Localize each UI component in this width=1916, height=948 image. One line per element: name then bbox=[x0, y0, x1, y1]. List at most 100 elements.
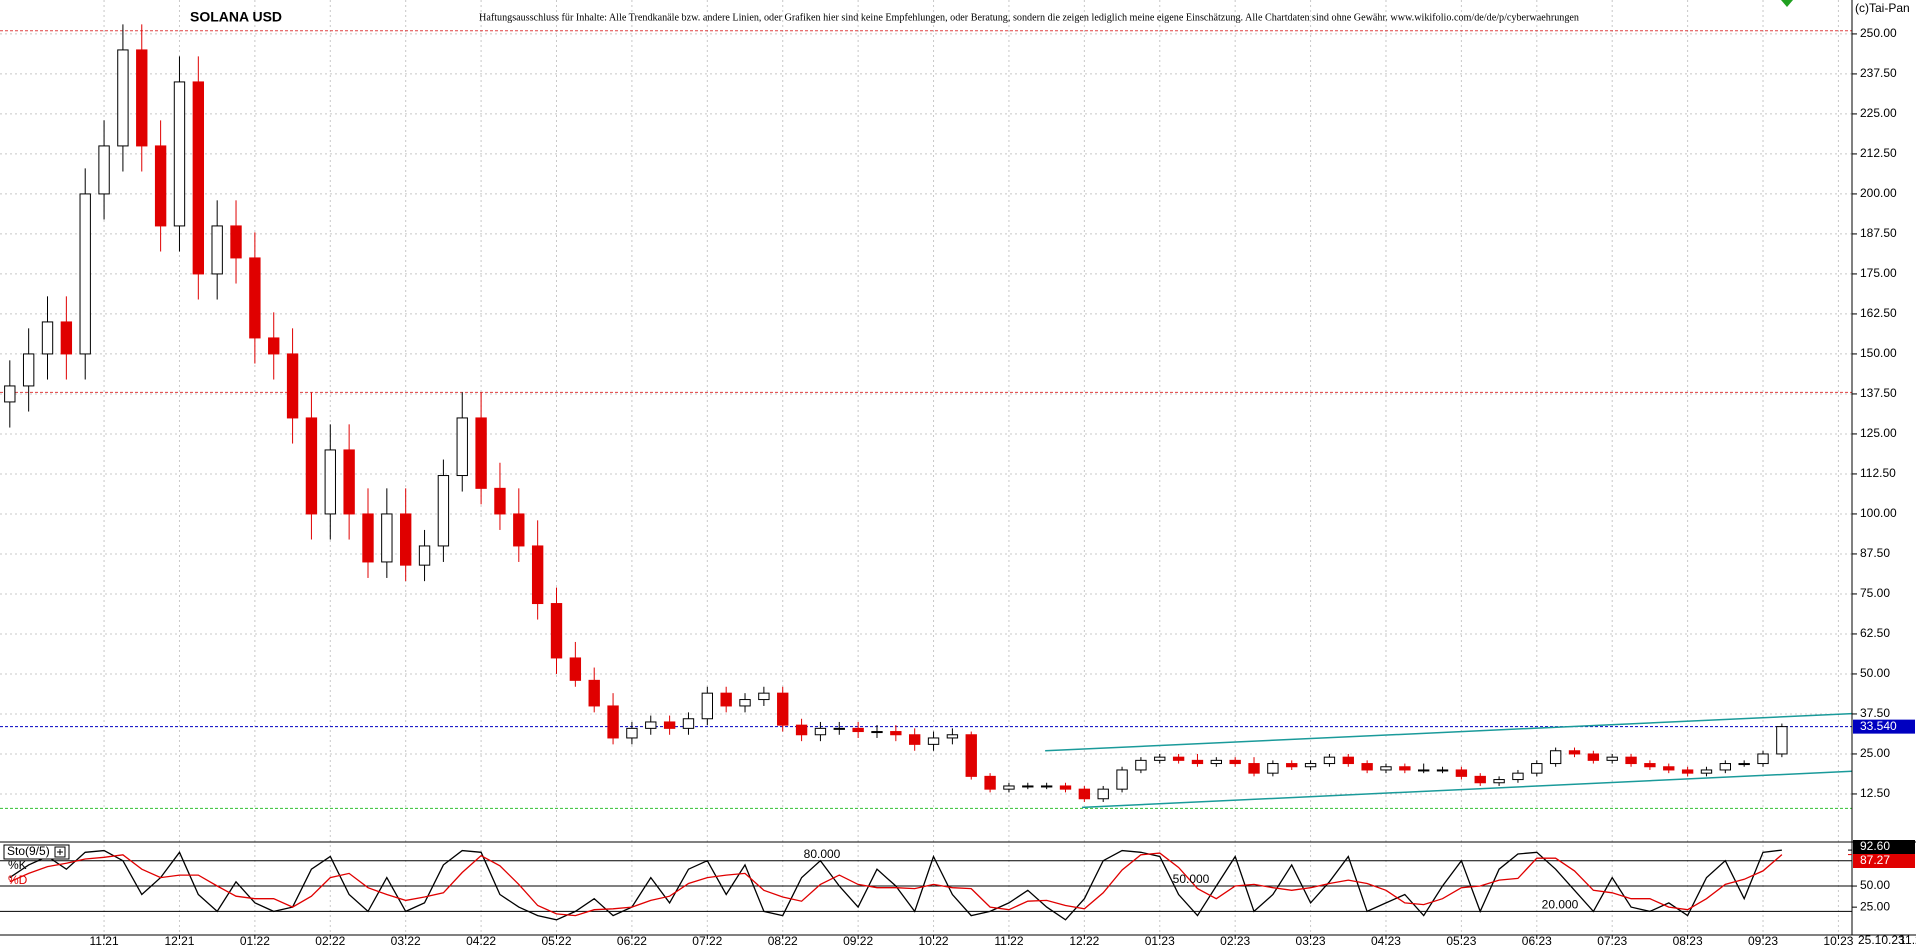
x-tick-label: 02.22 bbox=[315, 934, 345, 948]
candle-body bbox=[1719, 763, 1732, 771]
disclaimer: Haftungsausschluss für Inhalte: Alle Tre… bbox=[479, 12, 1579, 23]
candle-body bbox=[946, 734, 959, 739]
legend-entry: %D bbox=[8, 873, 28, 887]
date-label: 25.10.23 bbox=[1858, 933, 1905, 947]
candle-body bbox=[663, 721, 676, 729]
candle-body bbox=[1191, 759, 1204, 765]
x-tick-label: 06.23 bbox=[1522, 934, 1552, 948]
candle-body bbox=[682, 718, 695, 729]
y-tick-label: 50.00 bbox=[1860, 666, 1890, 680]
last-value-box bbox=[1853, 840, 1915, 854]
candle-body bbox=[777, 692, 789, 726]
y-tick-label: 162.50 bbox=[1860, 306, 1897, 320]
candle-body bbox=[136, 49, 148, 147]
x-tick-label: 11.22 bbox=[994, 934, 1023, 948]
indicator-box bbox=[3, 844, 70, 860]
y-tick-label: 50.00 bbox=[1860, 878, 1890, 892]
candle-body bbox=[418, 545, 431, 566]
candle-body bbox=[965, 734, 977, 777]
candle-body bbox=[1229, 759, 1241, 765]
candle-body bbox=[1097, 788, 1109, 800]
level-label: 80.000 bbox=[804, 847, 841, 861]
candle-body bbox=[909, 734, 921, 745]
candle-body bbox=[1040, 785, 1053, 788]
candle-body bbox=[1248, 763, 1260, 774]
candle-body bbox=[1286, 763, 1298, 768]
candle-body bbox=[852, 727, 864, 733]
y-tick-label: 137.50 bbox=[1860, 386, 1897, 400]
candle-body bbox=[1399, 766, 1411, 771]
expand-icon-plus bbox=[57, 849, 63, 855]
candle-body bbox=[400, 513, 412, 566]
trend-line bbox=[1082, 770, 1853, 809]
candle-body bbox=[437, 475, 450, 547]
level-label: 20.000 bbox=[1542, 898, 1579, 912]
x-tick-label: 01.23 bbox=[1145, 934, 1175, 948]
x-tick-label: 05.22 bbox=[541, 934, 571, 948]
candle-body bbox=[550, 603, 563, 659]
candle-body bbox=[1380, 766, 1392, 771]
candle-body bbox=[154, 145, 167, 227]
candle-body bbox=[569, 657, 582, 681]
trend-line bbox=[1045, 712, 1853, 752]
last-price-box bbox=[1853, 719, 1915, 734]
candle-body bbox=[475, 417, 487, 489]
last-value-label: 92.60 bbox=[1860, 839, 1890, 853]
candle-body bbox=[1531, 763, 1543, 774]
candle-body bbox=[1022, 785, 1034, 788]
indicator-line bbox=[9, 849, 1782, 921]
candle-body bbox=[286, 353, 299, 419]
x-tick-label: 03.22 bbox=[391, 934, 421, 948]
candle-body bbox=[1135, 759, 1147, 771]
y-tick-label: 212.50 bbox=[1860, 146, 1897, 160]
marker-triangle bbox=[1781, 0, 1793, 7]
candle-body bbox=[192, 81, 205, 275]
candle-body bbox=[1606, 756, 1618, 761]
x-tick-label: 09.22 bbox=[843, 934, 873, 948]
candle-body bbox=[1210, 759, 1223, 765]
candle-body bbox=[343, 449, 355, 515]
marks bbox=[0, 24, 1853, 921]
x-tick-label: 11.21 bbox=[89, 934, 118, 948]
y-tick-label: 200.00 bbox=[1860, 186, 1897, 200]
candle-body bbox=[1587, 753, 1600, 761]
candle-body bbox=[739, 699, 751, 707]
candle-body bbox=[230, 225, 242, 259]
candle-body bbox=[814, 727, 827, 736]
indicator-line bbox=[9, 852, 1783, 917]
candle-body bbox=[4, 385, 16, 403]
candle-body bbox=[1512, 772, 1524, 781]
x-tick-label: 04.22 bbox=[466, 934, 496, 948]
y-tick-label: 225.00 bbox=[1860, 106, 1897, 120]
candle-body bbox=[1493, 779, 1505, 784]
candle-body bbox=[1663, 766, 1675, 771]
chart-title: SOLANA USD bbox=[190, 9, 282, 25]
candle-body bbox=[701, 692, 714, 720]
candle-body bbox=[1304, 763, 1317, 768]
candle-body bbox=[173, 81, 186, 227]
y-tick-label: 150.00 bbox=[1860, 346, 1897, 360]
candle-body bbox=[1681, 769, 1694, 774]
y-tick-label: 62.50 bbox=[1860, 626, 1890, 640]
y-tick-label: 175.00 bbox=[1860, 266, 1897, 280]
candle-body bbox=[1342, 756, 1354, 765]
x-tick-label: 11.23 bbox=[1899, 933, 1916, 947]
candle-body bbox=[1154, 756, 1166, 761]
candle-body bbox=[1078, 788, 1091, 800]
y-tick-label: 87.50 bbox=[1860, 546, 1890, 560]
candle-body bbox=[1644, 763, 1656, 768]
candle-body bbox=[1474, 775, 1486, 784]
candle-body bbox=[1059, 785, 1072, 790]
candle-body bbox=[1116, 769, 1128, 790]
y-tick-label: 237.50 bbox=[1860, 66, 1897, 80]
x-tick-label: 09.23 bbox=[1748, 934, 1778, 948]
y-tick-label: 12.50 bbox=[1860, 786, 1890, 800]
candle-body bbox=[79, 193, 91, 355]
y-tick-label: 250.00 bbox=[1860, 26, 1897, 40]
candle-body bbox=[211, 225, 223, 275]
level-label: 50.000 bbox=[1173, 872, 1210, 886]
candle-body bbox=[1418, 769, 1430, 772]
candle-body bbox=[1568, 750, 1581, 755]
candle-body bbox=[362, 513, 374, 563]
